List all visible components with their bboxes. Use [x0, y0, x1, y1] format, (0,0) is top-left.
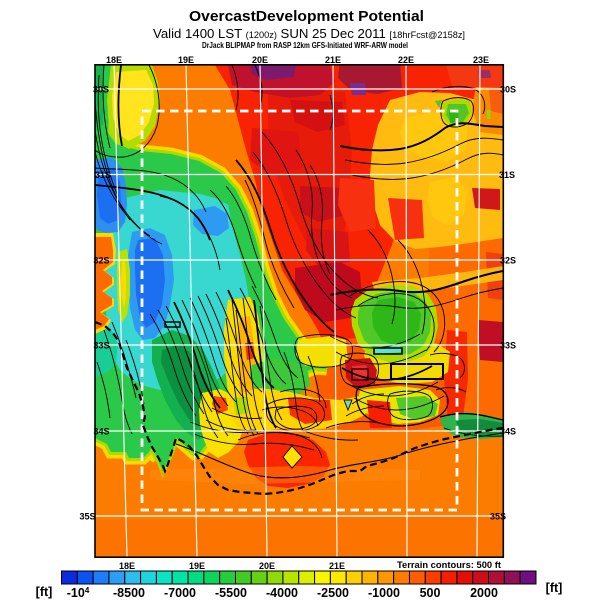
svg-text:19E: 19E [178, 55, 194, 65]
svg-text:32S: 32S [94, 256, 110, 266]
svg-text:-7000: -7000 [164, 586, 196, 600]
svg-text:35S: 35S [490, 512, 506, 522]
svg-text:33S: 33S [94, 341, 110, 351]
svg-text:[ft]: [ft] [546, 581, 563, 595]
svg-text:31S: 31S [95, 170, 111, 180]
svg-text:Terrain contours: 500 ft: Terrain contours: 500 ft [397, 560, 501, 570]
svg-text:2000: 2000 [470, 586, 498, 600]
svg-text:Valid 1400 LST (1200z) SUN 25: Valid 1400 LST (1200z) SUN 25 Dec 2011 [… [153, 27, 465, 41]
svg-text:20E: 20E [252, 55, 268, 65]
svg-text:31S: 31S [499, 170, 515, 180]
svg-text:18E: 18E [119, 561, 135, 571]
svg-text:DrJack BLIPMAP from RASP 12km: DrJack BLIPMAP from RASP 12km GFS-Initia… [202, 41, 408, 50]
svg-text:-1000: -1000 [368, 586, 400, 600]
svg-text:30S: 30S [500, 85, 516, 95]
svg-text:[ft]: [ft] [36, 585, 53, 599]
svg-text:22E: 22E [398, 55, 414, 65]
svg-text:34S: 34S [94, 427, 110, 437]
svg-text:-2500: -2500 [317, 586, 349, 600]
svg-text:33S: 33S [500, 341, 516, 351]
svg-text:21E: 21E [325, 55, 341, 65]
svg-text:-8500: -8500 [113, 586, 145, 600]
svg-text:-5500: -5500 [215, 586, 247, 600]
svg-text:35S: 35S [80, 512, 96, 522]
svg-text:20E: 20E [259, 561, 275, 571]
svg-text:-4000: -4000 [266, 586, 298, 600]
svg-text:-104: -104 [67, 586, 90, 600]
svg-text:500: 500 [420, 586, 441, 600]
svg-text:34S: 34S [500, 427, 516, 437]
svg-text:32S: 32S [500, 256, 516, 266]
svg-text:23E: 23E [473, 55, 489, 65]
svg-text:19E: 19E [189, 561, 205, 571]
svg-text:21E: 21E [329, 561, 345, 571]
svg-text:30S: 30S [93, 85, 109, 95]
svg-text:18E: 18E [106, 55, 122, 65]
svg-text:OvercastDevelopment Potential: OvercastDevelopment Potential [189, 9, 424, 25]
